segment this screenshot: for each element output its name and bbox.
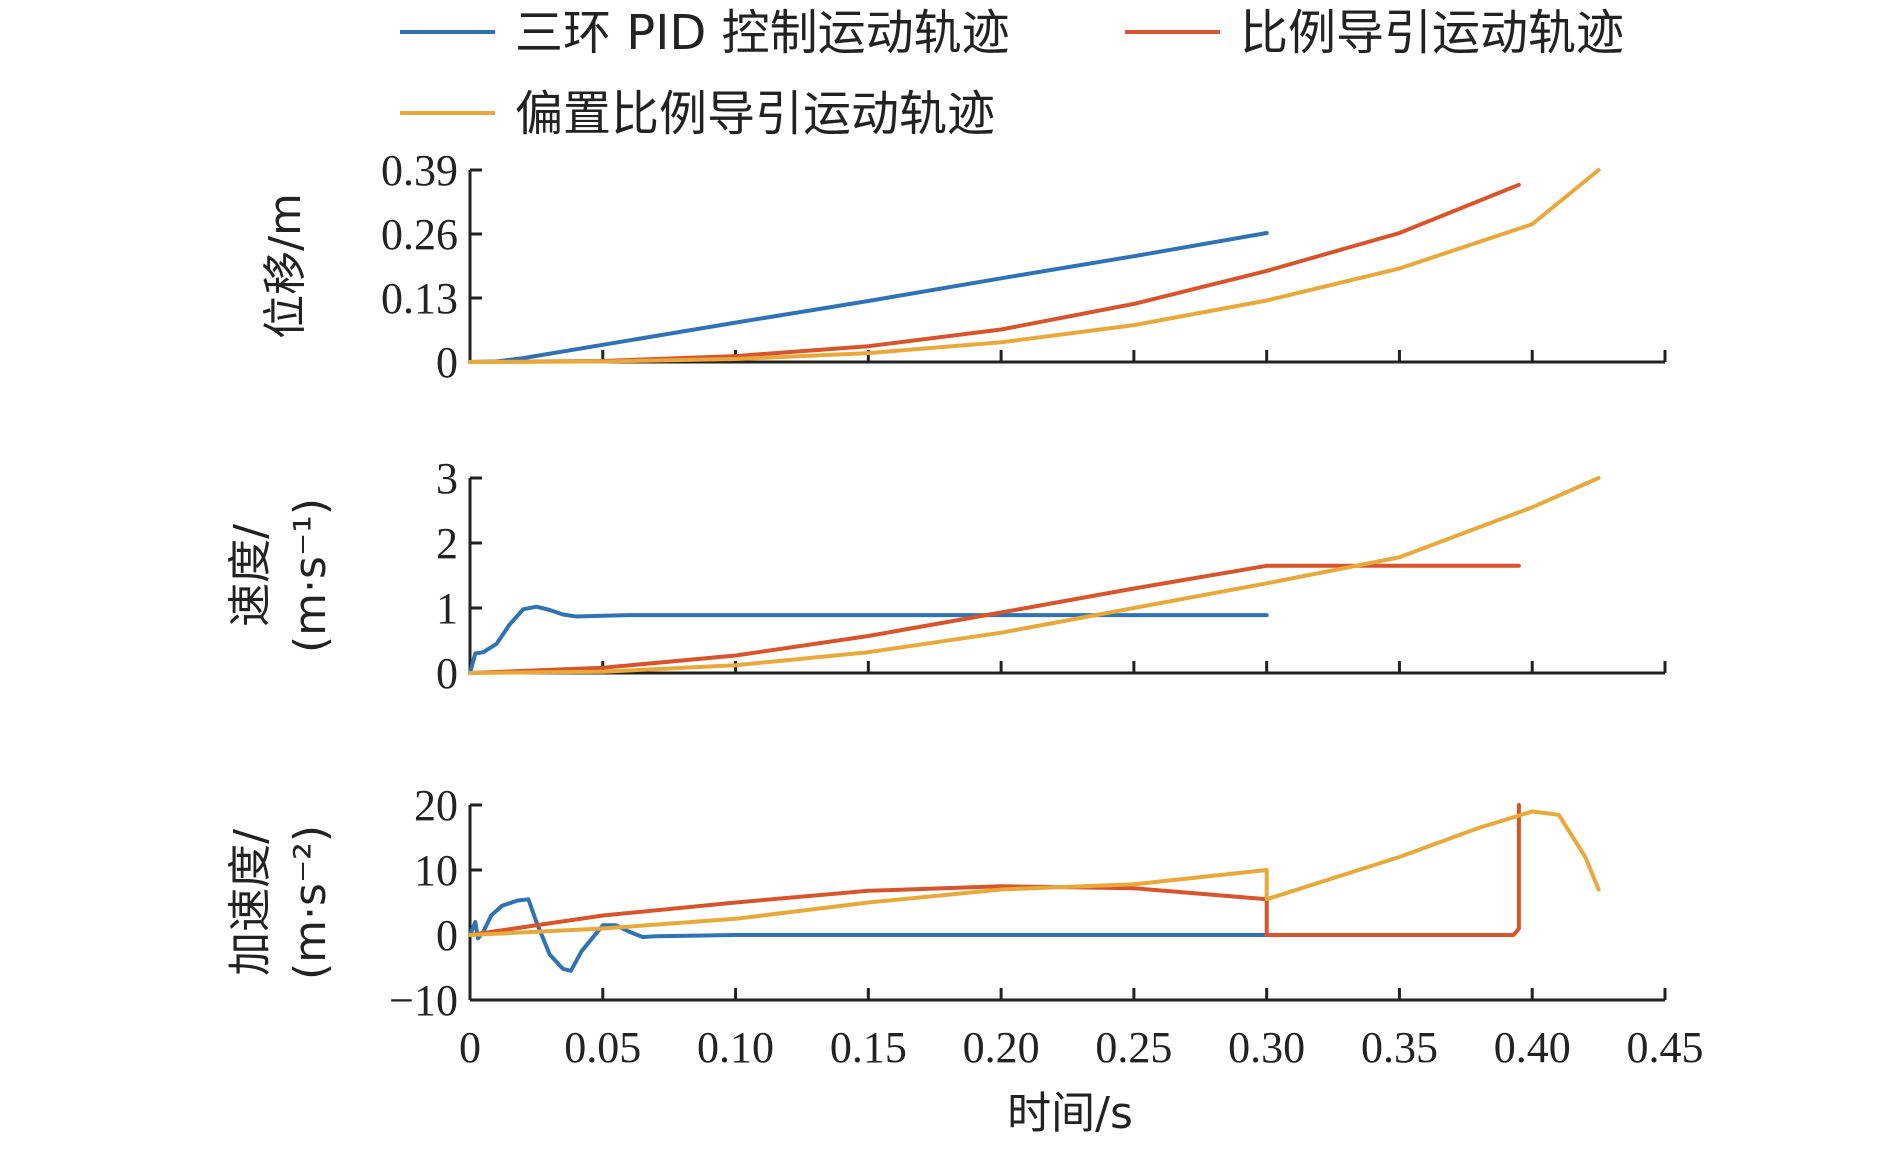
y-tick-label: 0	[436, 911, 458, 960]
series-group	[468, 803, 1601, 973]
series-line	[468, 182, 1521, 364]
y-tick-label: 2	[436, 519, 458, 568]
y-axis-label: (m·s⁻²)	[285, 825, 336, 980]
panel: 0 1 2 3 速度/(m·s⁻¹)	[225, 454, 1667, 698]
y-tick-label: 1	[436, 584, 458, 633]
series-group	[468, 476, 1601, 675]
y-tick-label: −10	[389, 976, 458, 1025]
y-axis-label: 加速度/	[225, 829, 276, 976]
x-tick-label: 0.45	[1627, 1023, 1704, 1072]
y-tick-label: 0.13	[381, 274, 458, 323]
chart-panels: 00.130.260.39位移/m0123速度/(m·s⁻¹)−10010200…	[225, 146, 1704, 1072]
legend-entry: 比例导引运动轨迹	[1240, 5, 1624, 61]
panel: 0 0.13 0.26 0.39 位移/m	[260, 146, 1667, 387]
y-tick-label: 0	[436, 649, 458, 698]
x-tick-label: 0.25	[1095, 1023, 1172, 1072]
y-tick-label: 10	[414, 846, 458, 895]
x-tick-label: 0.40	[1494, 1023, 1571, 1072]
x-tick-label: 0.35	[1361, 1023, 1438, 1072]
x-tick-label: 0.10	[697, 1023, 774, 1072]
series-line	[468, 803, 1521, 937]
series-line	[468, 168, 1601, 364]
series-line	[468, 604, 1269, 675]
series-group	[468, 168, 1601, 364]
y-axis-label: (m·s⁻¹)	[285, 498, 336, 653]
x-axis-label: 时间/s	[1007, 1088, 1133, 1139]
y-tick-label: 20	[414, 781, 458, 830]
x-tick-label: 0.05	[564, 1023, 641, 1072]
series-line	[468, 809, 1601, 937]
series-line	[468, 563, 1521, 675]
y-tick-label: 0.26	[381, 210, 458, 259]
x-tick-label: 0.30	[1228, 1023, 1305, 1072]
legend-entry: 三环 PID 控制运动轨迹	[515, 5, 1010, 61]
y-axis-label: 速度/	[225, 524, 276, 627]
legend-entry: 偏置比例导引运动轨迹	[515, 86, 995, 142]
series-line	[468, 476, 1601, 675]
x-tick-label: 0.20	[963, 1023, 1040, 1072]
x-tick-label: 0.15	[830, 1023, 907, 1072]
series-line	[468, 897, 1269, 973]
series-line	[468, 231, 1269, 364]
x-tick-label: 0	[459, 1023, 481, 1072]
y-tick-label: 0.39	[381, 146, 458, 195]
y-axis-label: 位移/m	[260, 193, 311, 339]
y-tick-label: 3	[436, 454, 458, 503]
y-tick-label: 0	[436, 338, 458, 387]
